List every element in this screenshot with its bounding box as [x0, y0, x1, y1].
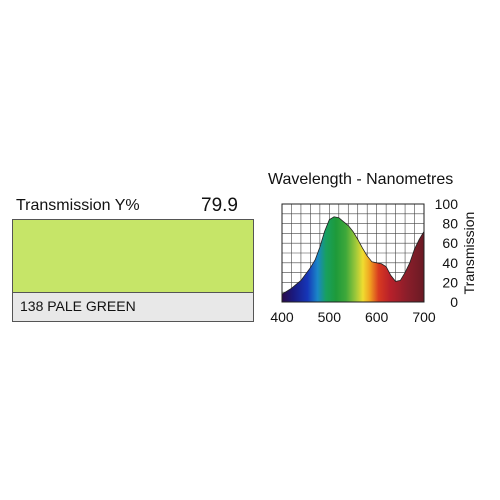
filter-name-strip: 138 PALE GREEN	[12, 293, 254, 322]
chart-title: Wavelength - Nanometres	[268, 171, 454, 188]
y-tick-label: 60	[442, 235, 458, 251]
filter-name: 138 PALE GREEN	[20, 298, 136, 314]
y-tick-label: 100	[435, 196, 459, 212]
y-tick-label: 20	[442, 274, 458, 290]
transmission-header: Transmission Y% 79.9	[12, 195, 254, 219]
x-tick-label: 400	[270, 309, 294, 325]
color-swatch	[12, 219, 254, 293]
transmission-chart: 400 500 600 700 0 20 40 60 80 100 Transmission	[270, 196, 477, 325]
y-tick-label: 0	[450, 294, 458, 310]
y-axis-label: Transmission	[461, 212, 477, 295]
x-tick-label: 500	[318, 309, 342, 325]
plot-frame	[281, 203, 425, 303]
x-tick-label: 700	[412, 309, 436, 325]
transmission-area	[281, 216, 425, 303]
transmission-label: Transmission Y%	[16, 197, 140, 214]
y-tick-label: 40	[442, 255, 458, 271]
y-tick-label: 80	[442, 216, 458, 232]
x-tick-label: 600	[365, 309, 389, 325]
transmission-value: 79.9	[201, 195, 238, 216]
filter-swatch-card: Transmission Y% 79.9 138 PALE GREEN	[12, 195, 254, 322]
